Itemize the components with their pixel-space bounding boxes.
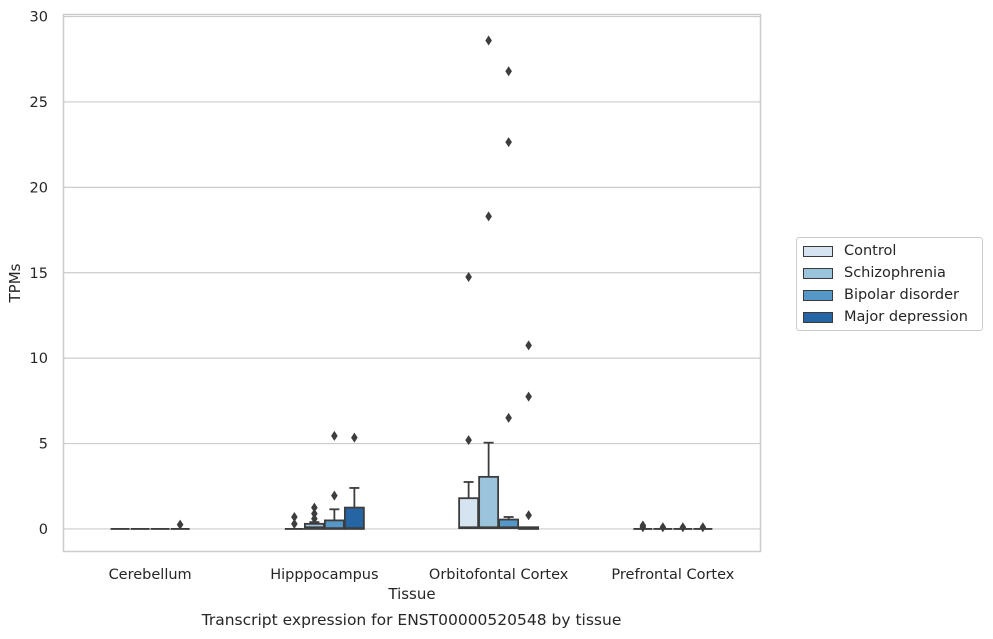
legend-label-control: Control [844, 243, 897, 259]
box-body [478, 475, 500, 529]
outlier-point [505, 137, 512, 148]
legend-swatch-control [803, 245, 833, 257]
y-axis-label: TPMs [6, 263, 24, 303]
outlier-point [311, 502, 318, 513]
outlier-point [525, 340, 532, 351]
box-group [518, 340, 540, 530]
x-tick-labels: Cerebellum Hipppocampus Orbitofontal Corte… [109, 567, 735, 583]
x-axis-label: Tissue [387, 585, 435, 603]
legend-swatch-schizophrenia [803, 267, 833, 279]
outlier-point [485, 211, 492, 222]
y-tick-label: 25 [30, 95, 48, 111]
outlier-point [525, 391, 532, 402]
box-group [693, 522, 713, 533]
outlier-point [525, 510, 532, 521]
outlier-point [639, 520, 647, 531]
box-group [458, 272, 480, 529]
outlier-point [311, 508, 318, 519]
outlier-point [485, 35, 492, 46]
x-tick-label: Orbitofontal Cortex [429, 567, 569, 583]
x-tick-label: Prefrontal Cortex [611, 567, 734, 583]
x-tick-label: Hipppocampus [270, 567, 378, 583]
legend-swatch-major-depression [803, 311, 833, 323]
box-plot-series [110, 35, 713, 533]
y-tick-label: 5 [39, 437, 48, 453]
legend-label-schizophrenia: Schizophrenia [844, 265, 946, 281]
box-group [633, 520, 653, 533]
y-tick-label: 10 [30, 351, 48, 367]
y-tick-label: 30 [30, 10, 48, 26]
y-tick-label: 20 [30, 180, 48, 196]
legend-item-major-depression: Major depression [803, 307, 968, 327]
box-group [323, 430, 345, 530]
box-group [343, 432, 365, 530]
outlier-point [331, 430, 338, 441]
plot-area-frame [62, 13, 762, 553]
y-tick-label: 0 [39, 522, 48, 538]
box-group [673, 522, 693, 533]
outlier-point [699, 522, 707, 533]
box-group [653, 522, 673, 533]
outlier-point [351, 432, 358, 443]
legend-item-schizophrenia: Schizophrenia [803, 263, 946, 283]
outlier-point [291, 518, 298, 529]
outlier-point [659, 522, 667, 533]
outlier-point [679, 522, 687, 533]
box-group [284, 511, 304, 530]
outlier-point [465, 272, 472, 283]
outlier-point [505, 66, 512, 77]
box-group [170, 519, 190, 530]
box-group [303, 502, 325, 530]
legend-label-major-depression: Major depression [844, 309, 968, 325]
outlier-point [465, 435, 472, 446]
legend-item-bipolar-disorder: Bipolar disorder [803, 285, 959, 305]
x-tick-label: Cerebellum [109, 567, 192, 583]
box-body [343, 506, 365, 530]
y-tick-label: 15 [30, 266, 48, 282]
legend-item-control: Control [803, 241, 896, 261]
outlier-point [331, 490, 338, 501]
chart-caption: Transcript expression for ENST0000052054… [201, 611, 622, 629]
outlier-point [176, 519, 184, 530]
legend-swatch-bipolar-disorder [803, 289, 833, 301]
box-group [498, 66, 520, 529]
outlier-point [311, 513, 318, 524]
outlier-point [505, 412, 512, 423]
box-group [478, 35, 500, 529]
outlier-point [291, 511, 298, 522]
box-body [458, 497, 480, 529]
grid-lines [63, 15, 760, 530]
legend-label-bipolar-disorder: Bipolar disorder [844, 287, 959, 303]
y-tick-labels: 0 5 10 15 20 25 30 [30, 10, 48, 538]
legend: Control Schizophrenia Bipolar disorder M… [796, 237, 983, 331]
